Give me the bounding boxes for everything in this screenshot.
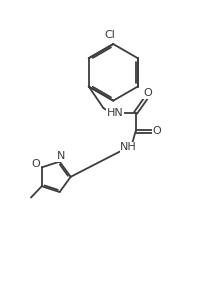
Text: O: O bbox=[142, 88, 151, 98]
Text: O: O bbox=[151, 127, 160, 136]
Text: HN: HN bbox=[106, 108, 123, 118]
Text: NH: NH bbox=[120, 143, 136, 152]
Text: N: N bbox=[57, 151, 65, 161]
Text: O: O bbox=[32, 159, 40, 169]
Text: Cl: Cl bbox=[104, 30, 115, 40]
